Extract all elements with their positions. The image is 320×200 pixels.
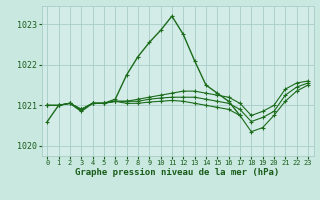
X-axis label: Graphe pression niveau de la mer (hPa): Graphe pression niveau de la mer (hPa) (76, 168, 280, 177)
